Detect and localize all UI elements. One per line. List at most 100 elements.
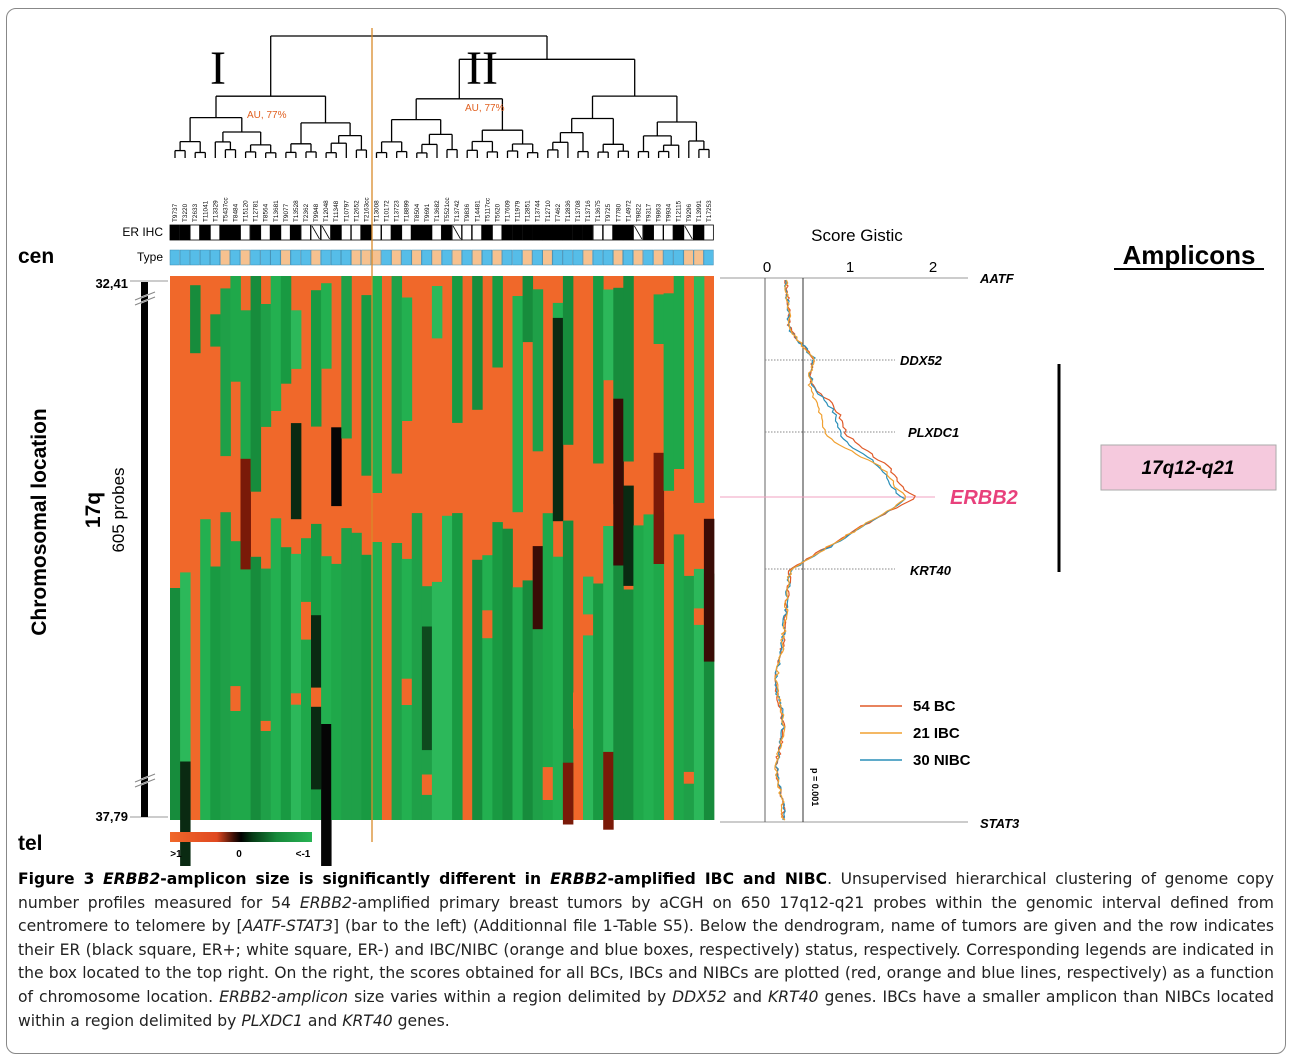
heatmap-cell [371,276,382,493]
heatmap-cell [260,568,272,820]
tumor-name: T12851 [525,200,532,222]
er-status-cell [179,224,190,241]
heatmap-cell [210,566,221,820]
er-status-cell [431,224,442,241]
tumor-name: T2362 [303,203,310,222]
tumor-name: T9077 [283,203,290,222]
er-status-cell [532,224,543,241]
heatmap-cell [703,573,715,820]
heatmap-cell [290,693,302,705]
heatmap-cell [230,686,241,711]
er-status-cell [280,224,291,241]
type-cell [613,249,624,266]
heatmap-cell [210,314,221,347]
type-cell [361,249,372,266]
type-cell [522,249,533,266]
tumor-name: T10172 [384,200,391,222]
tumor-name: T7780 [615,203,622,222]
tumor-name: T12652 [353,200,360,222]
tumor-name: T13682 [434,200,441,222]
type-cell [310,249,321,266]
cluster-2-au: AU, 77% [465,103,505,114]
er-status-cell [199,224,211,241]
er-status-cell [169,224,180,241]
heatmap-cell [573,692,584,729]
heatmap-cell [230,276,241,382]
heatmap-cell [482,555,493,820]
heatmap-cell [442,515,453,820]
cen-label: cen [18,245,54,268]
er-status-cell [219,224,231,241]
type-cell [391,249,402,266]
cluster-2-label: II [466,42,498,95]
tumor-name: T2633 [192,203,199,222]
heatmap-cell [633,525,644,820]
type-cell [240,249,251,266]
er-status-cell [300,224,311,241]
type-cell [341,249,352,266]
heatmap-cell [653,512,665,820]
tumor-name: T13708 [575,200,582,222]
er-status-cell [572,224,583,241]
tumor-name: T9725 [605,203,612,222]
tumor-name: T13008 [374,200,381,222]
type-cell [199,249,210,266]
scale-low-label: <-1 [296,849,311,860]
er-status-cell [330,224,342,241]
figure-title: ERBB2-amplicon size is significantly dif… [103,870,828,888]
er-ihc-label: ER IHC [122,225,163,239]
heatmap-cell [280,276,292,384]
er-status-cell [411,224,422,241]
heatmap-cell [542,513,554,820]
tumor-name: T11041 [202,200,209,222]
er-status-cell [381,224,392,241]
heatmap-cell [562,520,574,820]
heatmap-cell [613,562,624,820]
tumor-name: T12115 [676,200,683,222]
type-cell [431,249,442,266]
type-cell [451,249,462,266]
type-cell [673,249,684,266]
er-status-cell [260,224,271,241]
er-status-cell [512,224,523,241]
probes-label: 605 probes [109,467,128,552]
heatmap-cell [401,678,413,705]
heatmap-cell [250,556,262,820]
chromosome-bar [141,282,148,817]
tumor-name: T14481 [474,200,481,222]
type-cell [169,249,180,266]
figure-graphic: I II AU, 77% AU, 77% T9737 T3220 T2633 T110… [18,28,1277,866]
heatmap-cell [683,575,695,820]
heatmap-cell [593,583,604,820]
heatmap-cell [301,538,312,820]
type-cell [250,249,261,266]
heatmap-cell [452,276,463,423]
heatmap-cell [421,774,433,795]
heatmap-cell [673,276,685,469]
type-cell [532,249,543,266]
type-cell [210,249,221,266]
heatmap-cell [562,762,574,825]
cluster-1-au: AU, 77% [247,110,287,121]
heatmap-cell [341,276,352,439]
chromosomal-location-title: Chromosomal location [28,408,51,636]
tumor-name: T14972 [625,200,632,222]
figure-caption: Figure 3 ERBB2-amplicon size is signific… [18,870,1275,1030]
tumor-name: T13681 [273,200,280,222]
heatmap-cell [603,289,614,381]
arm-label: 17q [82,492,105,528]
type-cell [471,249,482,266]
er-status-cell [229,224,241,241]
tumor-name: T13742 [454,200,461,222]
er-status-cell [653,224,664,241]
type-cell [663,249,674,266]
type-cell [330,249,341,266]
heatmap-cell [492,522,503,820]
heatmap-cell [542,767,554,800]
tumor-name: T9836 [464,203,471,222]
er-status-cell [542,224,553,241]
tumor-names: T9737 T3220 T2633 T11041 T13329 T5437cc T8484 T… [172,197,713,222]
er-status-cell [703,224,714,241]
heatmap-cell [583,576,594,820]
gene-plxdc1: PLXDC1 [908,425,959,440]
